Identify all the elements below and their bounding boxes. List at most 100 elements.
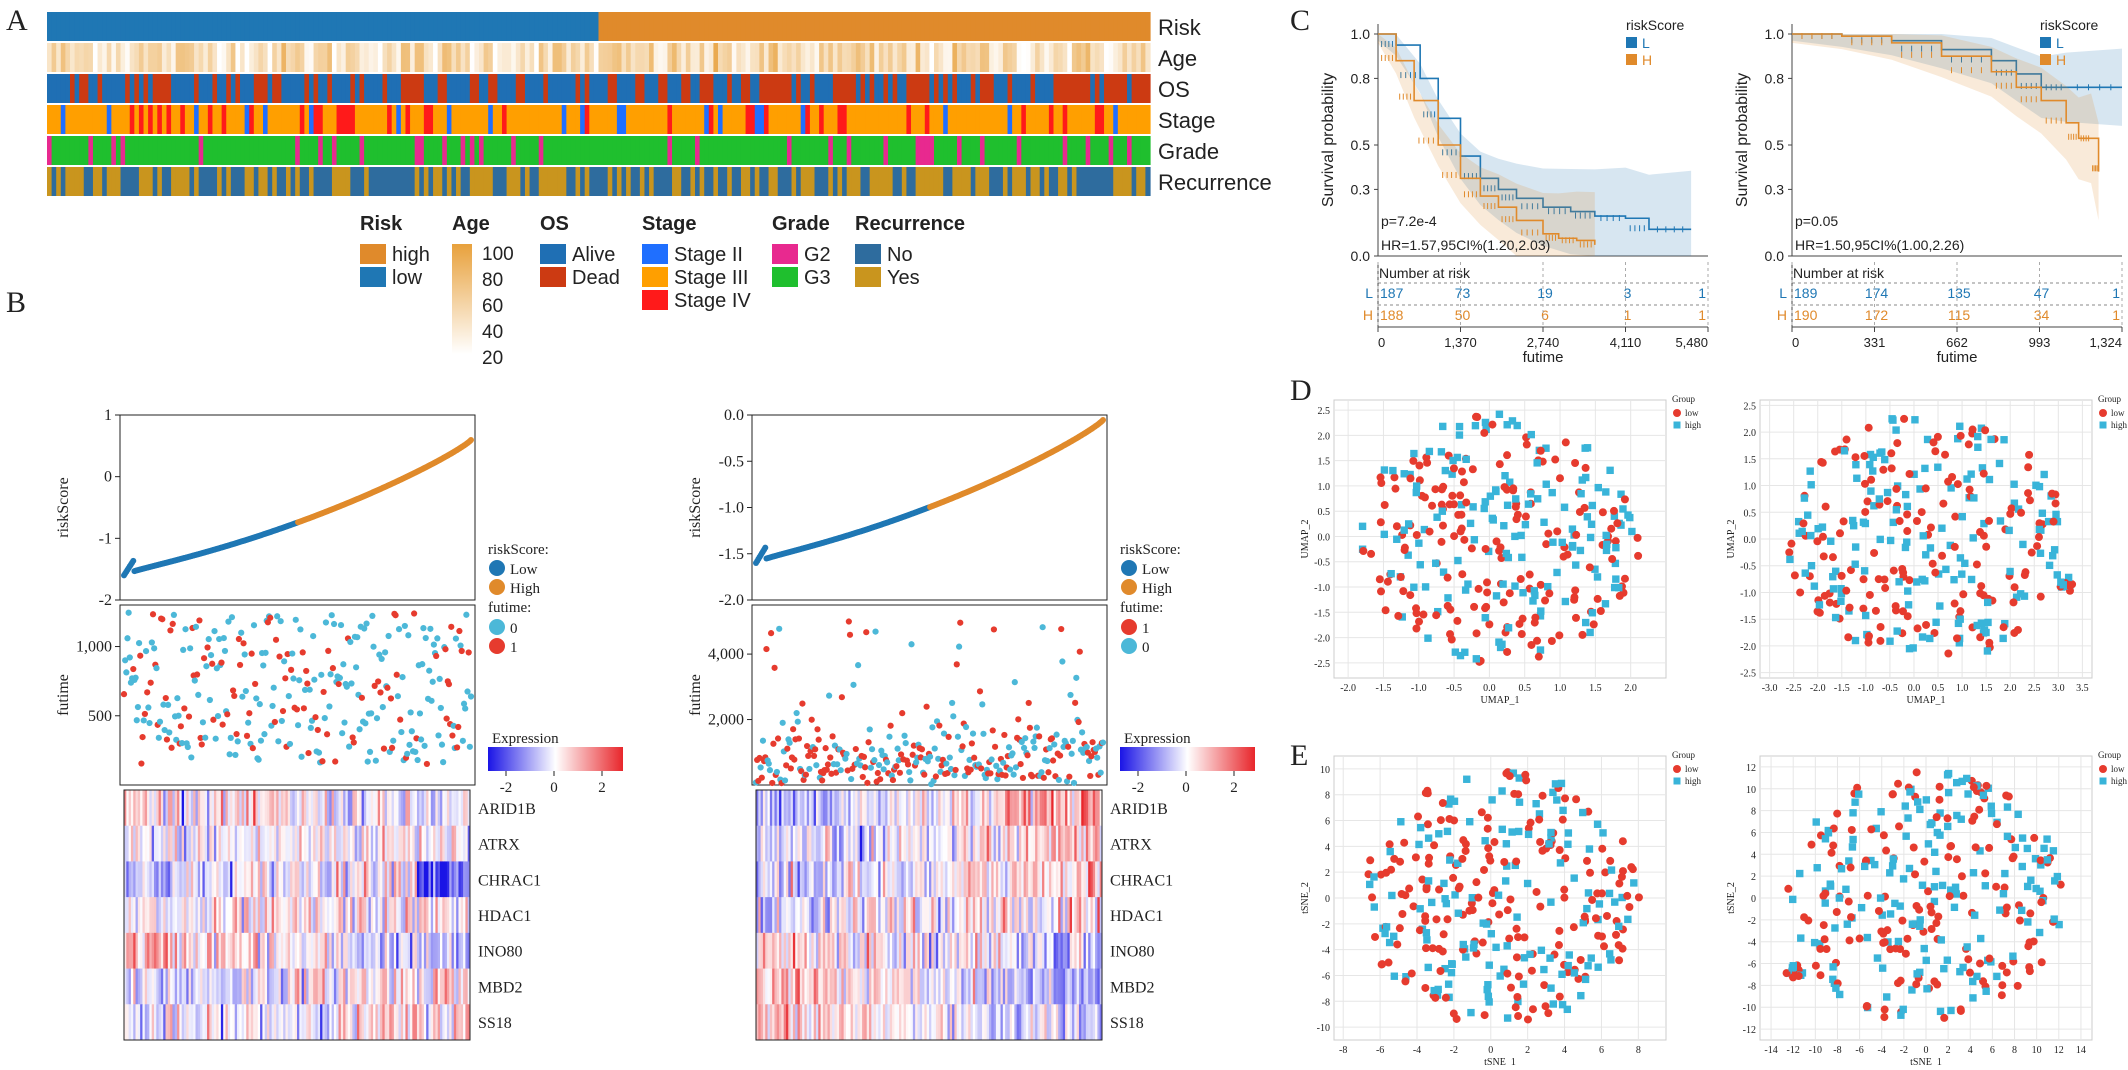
grade-cell: [732, 136, 737, 165]
recurrence-cell: [116, 167, 121, 196]
futime-point-censored: [278, 618, 284, 624]
futime-point-censored: [951, 772, 957, 778]
km-ytick-label: 0.3: [1351, 181, 1371, 197]
stage-cell: [957, 105, 962, 134]
risk-cell: [906, 12, 911, 41]
legend-age-tick: 20: [482, 348, 503, 369]
recurrence-cell: [723, 167, 728, 196]
risk-cell: [419, 12, 424, 41]
os-cell: [576, 74, 581, 103]
age-cell: [410, 43, 415, 72]
recurrence-cell: [1104, 167, 1109, 196]
futime-point-censored: [868, 765, 874, 771]
stage-cell: [98, 105, 103, 134]
futime-point-censored: [838, 767, 844, 773]
recurrence-cell: [828, 167, 833, 196]
os-cell: [1049, 74, 1054, 103]
age-cell: [677, 43, 682, 72]
recurrence-cell: [782, 167, 787, 196]
os-cell: [874, 74, 879, 103]
stage-cell: [539, 105, 544, 134]
futime-point-censored: [271, 685, 277, 691]
stage-cell: [810, 105, 815, 134]
risk-cell: [1099, 12, 1104, 41]
age-cell: [1063, 43, 1068, 72]
grade-cell: [1113, 136, 1118, 165]
stage-cell: [185, 105, 190, 134]
futime-point-censored: [1067, 692, 1073, 698]
futime-point-censored: [337, 675, 343, 681]
grade-cell: [61, 136, 66, 165]
os-cell: [323, 74, 328, 103]
grade-cell: [502, 136, 507, 165]
stage-cell: [828, 105, 833, 134]
age-cell: [842, 43, 847, 72]
stage-cell: [1063, 105, 1068, 134]
os-cell: [548, 74, 553, 103]
stage-cell: [796, 105, 801, 134]
risk-cell: [626, 12, 631, 41]
risk-cell: [589, 12, 594, 41]
grade-cell: [1017, 136, 1022, 165]
stage-cell: [879, 105, 884, 134]
stage-cell: [484, 105, 489, 134]
legend-futime-title: futime:: [1120, 600, 1163, 616]
grade-cell: [617, 136, 622, 165]
grade-cell: [433, 136, 438, 165]
futime-point-event: [759, 775, 765, 781]
risk-cell: [755, 12, 760, 41]
stage-cell: [1003, 105, 1008, 134]
expr-tick-label: -2: [500, 780, 513, 796]
grade-cell: [1003, 136, 1008, 165]
grade-cell: [185, 136, 190, 165]
stage-cell: [438, 105, 443, 134]
grade-cell: [759, 136, 764, 165]
recurrence-cell: [226, 167, 231, 196]
stage-cell: [925, 105, 930, 134]
os-cell: [139, 74, 144, 103]
risk-cell: [479, 12, 484, 41]
age-cell: [465, 43, 470, 72]
age-cell: [576, 43, 581, 72]
futime-point-event: [246, 710, 252, 716]
grade-cell: [107, 136, 112, 165]
grade-cell: [314, 136, 319, 165]
age-cell: [833, 43, 838, 72]
stage-cell: [323, 105, 328, 134]
age-cell: [603, 43, 608, 72]
futime-point-censored: [405, 632, 411, 638]
recurrence-cell: [199, 167, 204, 196]
stage-cell: [658, 105, 663, 134]
age-cell: [405, 43, 410, 72]
age-cell: [424, 43, 429, 72]
stage-cell: [396, 105, 401, 134]
age-cell: [447, 43, 452, 72]
os-cell: [1104, 74, 1109, 103]
os-cell: [217, 74, 222, 103]
age-cell: [1118, 43, 1123, 72]
risk-cell: [713, 12, 718, 41]
risk-cell: [681, 12, 686, 41]
futime-point-censored: [363, 620, 369, 626]
grade-cell: [139, 136, 144, 165]
futime-point-event: [130, 666, 136, 672]
risk-cell: [667, 12, 672, 41]
futime-point-censored: [806, 766, 812, 772]
risk-cell: [824, 12, 829, 41]
futime-point-censored: [1056, 777, 1062, 783]
risk-cell: [902, 12, 907, 41]
grade-cell: [971, 136, 976, 165]
risk-cell: [52, 12, 57, 41]
os-cell: [52, 74, 57, 103]
os-cell: [571, 74, 576, 103]
age-cell: [686, 43, 691, 72]
age-cell: [222, 43, 227, 72]
recurrence-cell: [231, 167, 236, 196]
recurrence-cell: [966, 167, 971, 196]
os-cell: [626, 74, 631, 103]
futime-point-event: [330, 665, 336, 671]
os-cell: [897, 74, 902, 103]
age-cell: [736, 43, 741, 72]
recurrence-cell: [985, 167, 990, 196]
futime-point-event: [377, 689, 383, 695]
